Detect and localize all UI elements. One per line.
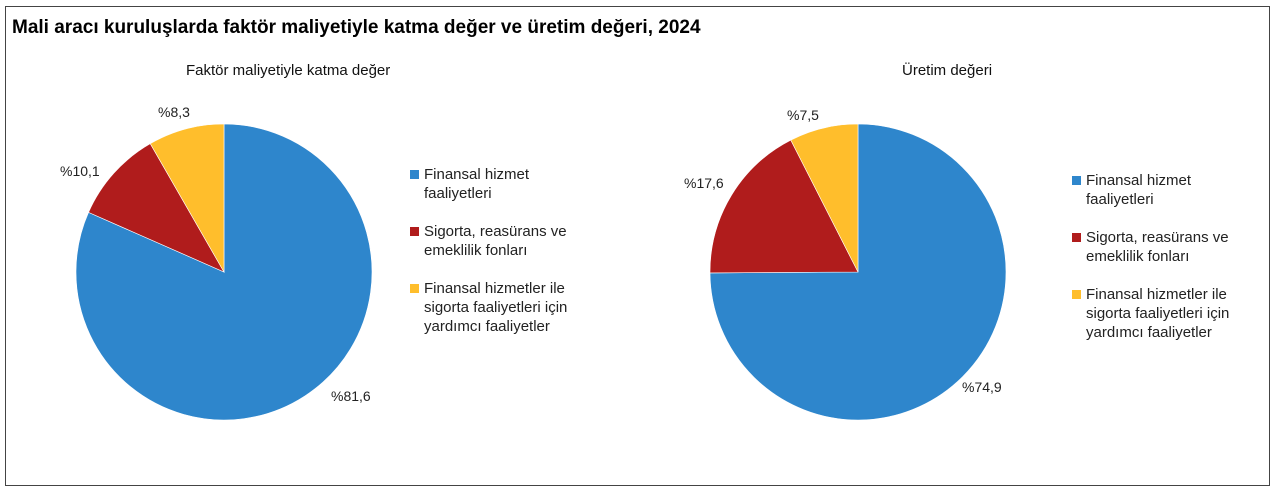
legend-text: Sigorta, reasürans ve [424,223,567,240]
pie-data-label-auxiliary: %7,5 [787,107,819,123]
pie1-legend-item-finance: Finansal hizmet faaliyetleri [410,165,620,203]
pie1-legend: Finansal hizmet faaliyetleri Sigorta, re… [410,165,620,355]
pie1-title: Faktör maliyetiyle katma değer [186,62,391,79]
legend-swatch-finance [1072,176,1081,185]
legend-text: Finansal hizmet [1086,172,1192,189]
legend-text: yardımcı faaliyetler [1086,324,1212,341]
pie2-legend-item-finance: Finansal hizmet faaliyetleri [1072,171,1280,209]
pie-data-label-auxiliary: %8,3 [158,104,190,120]
legend-swatch-finance [410,170,419,179]
legend-swatch-auxiliary [410,284,419,293]
pie2-title: Üretim değeri [902,62,993,79]
pie2-legend-item-insurance: Sigorta, reasürans ve emeklilik fonları [1072,228,1280,266]
pie-data-label-finance: %81,6 [331,388,371,404]
legend-swatch-insurance [410,227,419,236]
legend-text: yardımcı faaliyetler [424,318,550,335]
legend-swatch-auxiliary [1072,290,1081,299]
pie2-legend-item-auxiliary: Finansal hizmetler ile sigorta faaliyetl… [1072,285,1280,342]
pie2-legend: Finansal hizmet faaliyetleri Sigorta, re… [1072,171,1280,361]
chart-title: Mali aracı kuruluşlarda faktör maliyetiy… [12,17,701,38]
pie-data-label-finance: %74,9 [962,379,1002,395]
legend-text: Sigorta, reasürans ve [1086,229,1229,246]
legend-text: emeklilik fonları [424,242,528,259]
pie-slice-insurance [88,143,225,273]
pie-slice-auxiliary [790,123,859,273]
pie1-legend-item-auxiliary: Finansal hizmetler ile sigorta faaliyetl… [410,279,620,336]
legend-text: faaliyetleri [1086,191,1154,208]
legend-text: Finansal hizmetler ile [1086,286,1227,303]
legend-text: Finansal hizmet [424,166,530,183]
pie-slice-finance [709,123,1007,421]
legend-text: sigorta faaliyetleri için [1086,305,1230,322]
legend-text: sigorta faaliyetleri için [424,299,568,316]
legend-swatch-insurance [1072,233,1081,242]
pie-slice-auxiliary [149,123,225,274]
legend-text: emeklilik fonları [1086,248,1190,265]
pie-slice-insurance [709,139,859,274]
pie1-legend-item-insurance: Sigorta, reasürans ve emeklilik fonları [410,222,620,260]
pie-data-label-insurance: %10,1 [60,163,100,179]
pie-data-label-insurance: %17,6 [684,175,724,191]
legend-text: Finansal hizmetler ile [424,280,565,297]
legend-text: faaliyetleri [424,185,492,202]
